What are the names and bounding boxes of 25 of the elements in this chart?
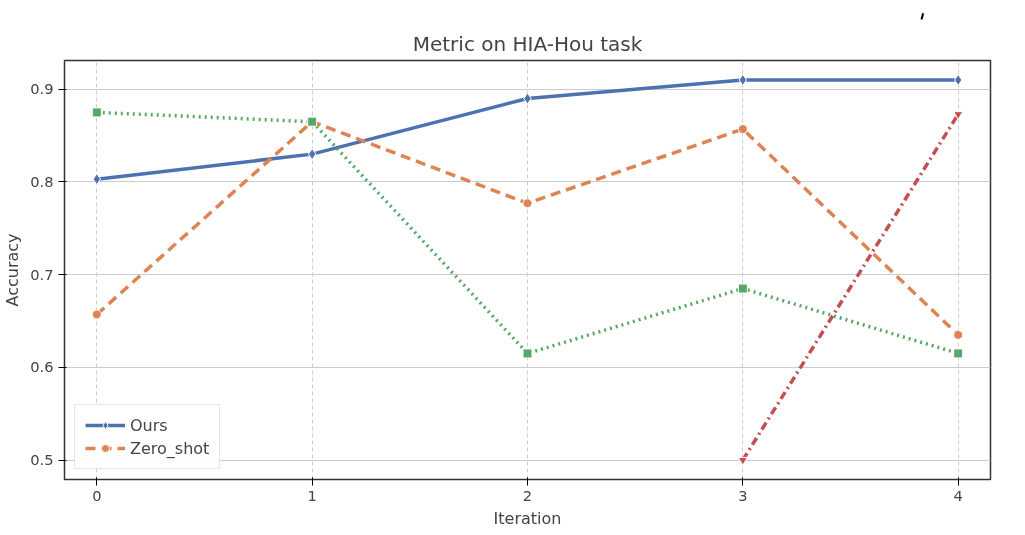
- chart-title: Metric on HIA-Hou task: [412, 31, 643, 56]
- x-tick-label: 4: [953, 486, 963, 504]
- point: [307, 148, 317, 161]
- point: [738, 73, 748, 86]
- y-tick-label: 0.6: [30, 358, 54, 376]
- point: [522, 198, 533, 209]
- point: [737, 124, 748, 135]
- y-tick-label: 0.8: [30, 172, 54, 190]
- x-tick-label: 2: [522, 486, 533, 504]
- x-axis-title: Iteration: [493, 508, 562, 528]
- point: [953, 329, 964, 340]
- x-tick-label: 1: [307, 486, 317, 504]
- point: [91, 309, 102, 320]
- point: [953, 348, 964, 359]
- point: [737, 283, 748, 294]
- x-tick-label: 3: [738, 486, 748, 504]
- y-tick-label: 0.5: [30, 451, 54, 469]
- y-axis-title: Accuracy: [3, 233, 23, 307]
- point: [522, 348, 533, 359]
- y-tick-label: 0.7: [30, 265, 54, 283]
- legend-label: Ours: [130, 415, 168, 435]
- x-tick-label: 0: [92, 486, 102, 504]
- y-tick-label: 0.9: [30, 80, 54, 98]
- point: [91, 107, 102, 118]
- legend-label: Zero_shot: [130, 438, 210, 458]
